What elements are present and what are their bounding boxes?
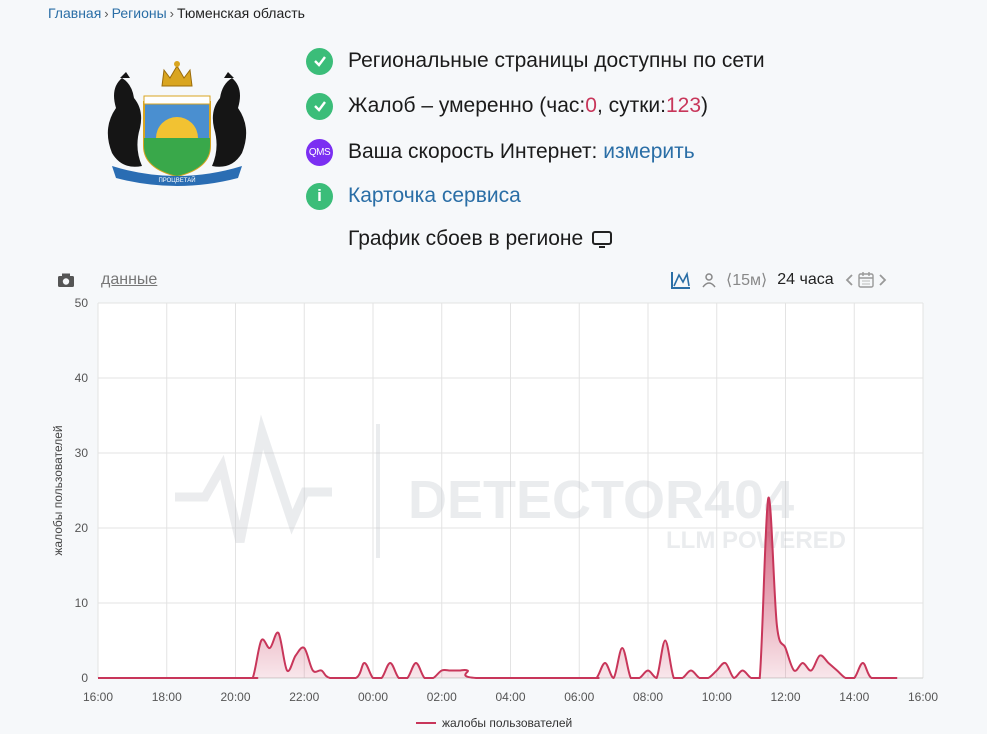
qms-icon: QMS: [306, 138, 333, 166]
x-tick-label: 16:00: [83, 690, 113, 704]
status-card: i Карточка сервиса: [306, 181, 521, 211]
monitor-icon[interactable]: [591, 229, 613, 249]
y-axis-label: жалобы пользователей: [51, 425, 65, 555]
x-tick-label: 18:00: [152, 690, 182, 704]
status-complaints-prefix: Жалоб – умеренно (час:: [348, 94, 586, 117]
complaints-chart: 0 10 20 30 40 50 16:00 18:00 20:00 22:00 00:00 02:0…: [51, 296, 938, 704]
complaints-day-value: 123: [665, 94, 702, 117]
check-icon: [306, 92, 333, 120]
region-emblem: ПРОЦВЕТАЙ: [107, 61, 247, 186]
x-tick-label: 08:00: [633, 690, 663, 704]
legend-swatch: [416, 722, 436, 724]
svg-text:ПРОЦВЕТАЙ: ПРОЦВЕТАЙ: [158, 176, 195, 184]
range-select[interactable]: 24 часа: [777, 271, 834, 288]
x-tick-label: 00:00: [358, 690, 388, 704]
service-card-link[interactable]: Карточка сервиса: [348, 184, 521, 207]
user-icon[interactable]: [702, 272, 716, 288]
y-tick-label: 30: [75, 446, 89, 460]
date-nav: [844, 271, 888, 289]
x-tick-label: 04:00: [495, 690, 525, 704]
chevron-right-icon: ›: [104, 6, 109, 21]
status-speed: QMS Ваша скорость Интернет: измерить: [306, 137, 695, 167]
chart-controls: ⟨15м⟩ 24 часа: [670, 267, 898, 293]
status-complaints: Жалоб – умеренно (час: 0, сутки: 123): [306, 91, 708, 121]
breadcrumb-regions[interactable]: Регионы: [111, 5, 167, 21]
chart-legend[interactable]: жалобы пользователей: [416, 716, 572, 730]
data-link[interactable]: данные: [101, 271, 158, 288]
complaints-hour-value: 0: [585, 94, 597, 117]
x-tick-label: 12:00: [770, 690, 800, 704]
breadcrumb-current: Тюменская область: [177, 5, 305, 21]
camera-icon: [58, 273, 74, 287]
info-icon: i: [306, 182, 333, 210]
graph-title: График сбоев в регионе: [348, 227, 613, 251]
watermark-title: DETECTOR404: [408, 470, 794, 530]
legend-label: жалобы пользователей: [442, 716, 573, 730]
screenshot-button[interactable]: [57, 267, 75, 293]
x-tick-label: 16:00: [908, 690, 938, 704]
chevron-right-icon[interactable]: [878, 273, 888, 287]
chevron-right-icon: ›: [169, 6, 174, 21]
breadcrumb-home[interactable]: Главная: [48, 5, 102, 21]
status-network-text: Региональные страницы доступны по сети: [348, 49, 765, 72]
area-chart-icon[interactable]: [670, 270, 692, 290]
x-tick-label: 06:00: [564, 690, 594, 704]
y-tick-label: 10: [75, 596, 89, 610]
series-line: [98, 496, 898, 680]
chevron-left-icon[interactable]: [844, 273, 854, 287]
breadcrumb: Главная › Регионы › Тюменская область: [48, 4, 305, 23]
y-tick-label: 50: [75, 296, 89, 310]
crown-icon: [161, 61, 193, 87]
x-tick-label: 14:00: [839, 690, 869, 704]
watermark-subtitle: LLM POWERED: [666, 527, 846, 554]
x-tick-label: 22:00: [289, 690, 319, 704]
x-tick-label: 20:00: [220, 690, 250, 704]
y-tick-label: 0: [81, 671, 88, 685]
status-complaints-mid: , сутки:: [596, 94, 666, 117]
status-complaints-suffix: ): [701, 94, 709, 117]
x-tick-label: 10:00: [702, 690, 732, 704]
graph-title-text: График сбоев в регионе: [348, 227, 584, 250]
calendar-icon[interactable]: [857, 271, 875, 289]
status-network: Региональные страницы доступны по сети: [306, 46, 765, 76]
speed-label: Ваша скорость Интернет:: [348, 140, 598, 163]
interval-select[interactable]: ⟨15м⟩: [726, 272, 768, 289]
watermark-pulse-icon: [175, 414, 332, 544]
y-tick-label: 40: [75, 371, 89, 385]
y-tick-label: 20: [75, 521, 89, 535]
check-icon: [306, 47, 333, 75]
x-tick-label: 02:00: [427, 690, 457, 704]
speed-measure-link[interactable]: измерить: [603, 140, 695, 163]
